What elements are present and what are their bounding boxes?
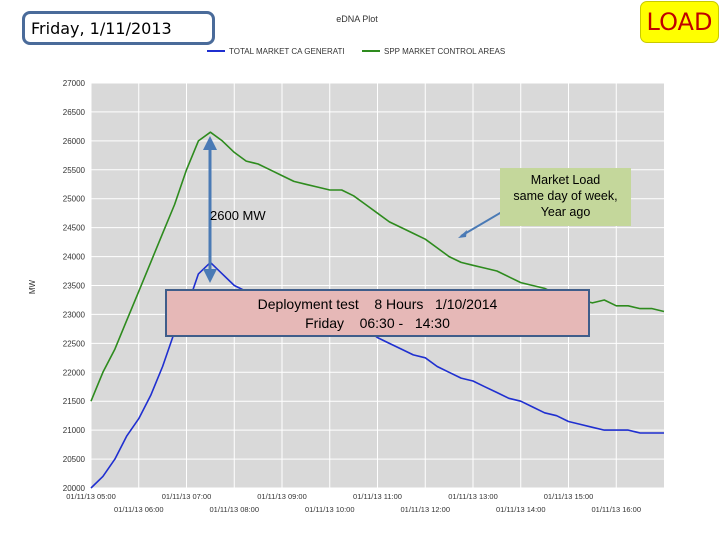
x-tick-label: 01/11/13 10:00 bbox=[305, 505, 355, 514]
x-tick-label: 01/11/13 16:00 bbox=[592, 505, 642, 514]
x-tick-label: 01/11/13 09:00 bbox=[257, 492, 307, 501]
y-tick-label: 22500 bbox=[63, 339, 86, 348]
difference-arrow bbox=[203, 136, 217, 283]
x-tick-label: 01/11/13 14:00 bbox=[496, 505, 546, 514]
y-tick-label: 26000 bbox=[63, 137, 86, 146]
y-tick-label: 26500 bbox=[63, 108, 86, 117]
x-tick-labels: 01/11/13 05:00 01/11/13 07:00 01/11/13 09:… bbox=[66, 492, 641, 514]
x-tick-label: 01/11/13 11:00 bbox=[353, 492, 402, 501]
difference-arrow-head-up bbox=[203, 136, 217, 150]
x-tick-label: 01/11/13 06:00 bbox=[114, 505, 164, 514]
x-tick-label: 01/11/13 05:00 bbox=[66, 492, 116, 501]
y-tick-label: 24000 bbox=[63, 253, 86, 262]
y-tick-label: 21000 bbox=[63, 426, 86, 435]
y-tick-label: 23500 bbox=[63, 282, 86, 291]
load-badge: LOAD bbox=[640, 1, 719, 43]
x-tick-label: 01/11/13 13:00 bbox=[448, 492, 498, 501]
y-axis-label: MW bbox=[28, 279, 37, 294]
y-tick-label: 20000 bbox=[63, 484, 86, 493]
y-tick-label: 22000 bbox=[63, 368, 86, 377]
callout-pointer-head bbox=[458, 230, 467, 238]
y-tick-label: 21500 bbox=[63, 397, 86, 406]
market-load-callout: Market Load same day of week, Year ago bbox=[500, 168, 631, 226]
difference-arrow-head-down bbox=[203, 269, 217, 283]
date-label: Friday, 1/11/2013 bbox=[22, 11, 215, 45]
y-tick-label: 27000 bbox=[63, 79, 86, 88]
y-tick-label: 24500 bbox=[63, 224, 86, 233]
y-tick-label: 20500 bbox=[63, 455, 86, 464]
legend-label-spp: SPP MARKET CONTROL AREAS bbox=[384, 47, 505, 56]
x-tick-label: 01/11/13 12:00 bbox=[401, 505, 451, 514]
x-tick-label: 01/11/13 07:00 bbox=[162, 492, 212, 501]
y-tick-label: 25000 bbox=[63, 195, 86, 204]
y-tick-label: 25500 bbox=[63, 166, 86, 175]
x-tick-label: 01/11/13 15:00 bbox=[544, 492, 594, 501]
mw-difference-label: 2600 MW bbox=[210, 208, 266, 223]
y-tick-labels: 20000 20500 21000 21500 22000 22500 23000 23500… bbox=[63, 79, 86, 493]
legend-label-total-market: TOTAL MARKET CA GENERATI bbox=[229, 47, 345, 56]
deployment-test-box: Deployment test 8 Hours 1/10/2014 Friday… bbox=[165, 289, 590, 337]
plot-title: eDNA Plot bbox=[336, 14, 378, 24]
x-tick-label: 01/11/13 08:00 bbox=[210, 505, 260, 514]
y-tick-label: 23000 bbox=[63, 310, 86, 319]
legend: TOTAL MARKET CA GENERATI SPP MARKET CONT… bbox=[207, 47, 505, 56]
